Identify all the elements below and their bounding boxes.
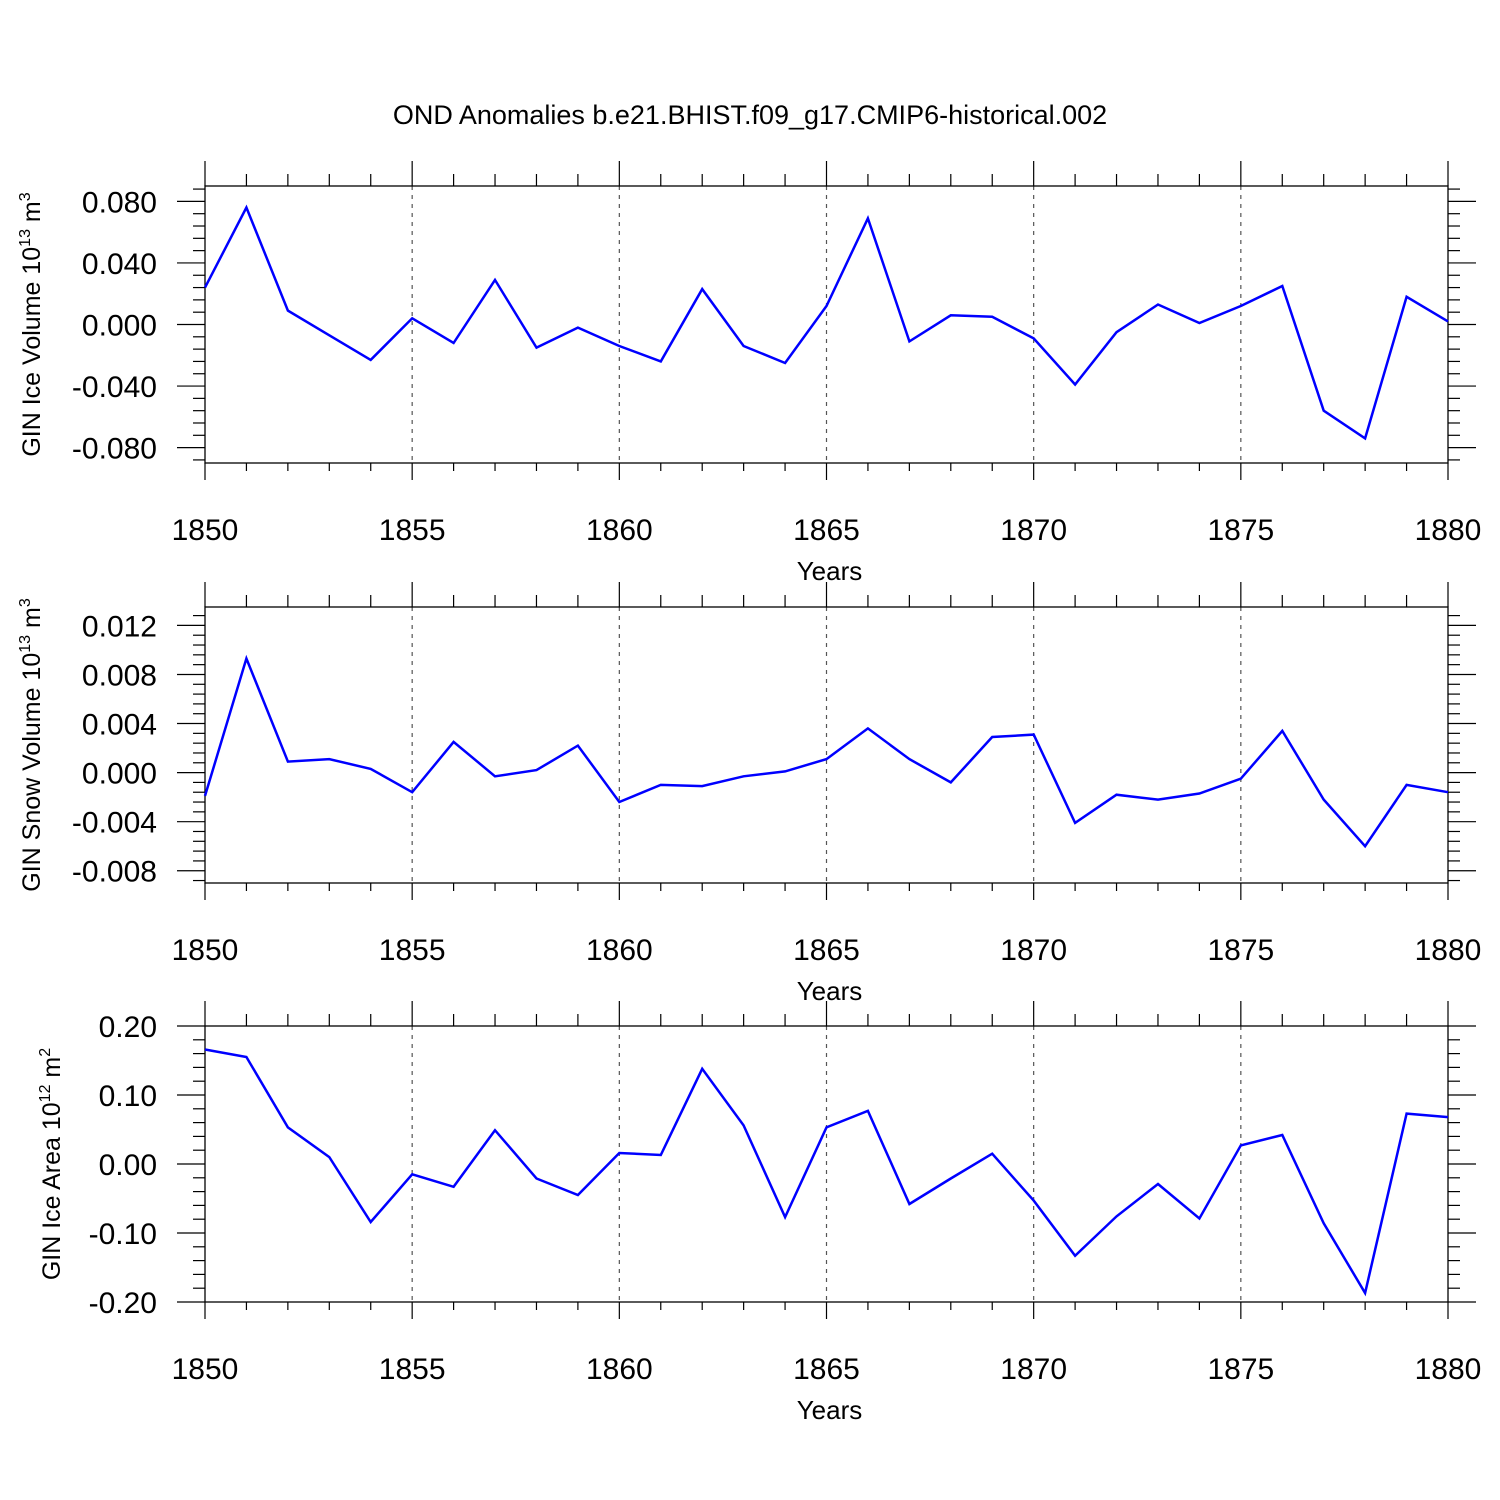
y-tick-label: 0.20 <box>99 1011 157 1044</box>
x-tick-label: 1875 <box>1207 514 1274 547</box>
y-tick-label: 0.00 <box>99 1149 157 1182</box>
y-tick-label: -0.008 <box>72 856 157 889</box>
chart-panels: 1850 1855 1860 1865 1870 1875 1880 Years -0.080 -… <box>17 161 1481 1425</box>
x-tick-label: 1865 <box>793 514 860 547</box>
x-tick-label: 1880 <box>1415 1353 1482 1386</box>
panel-2: 1850 1855 1860 1865 1870 1875 1880 Years -0.008 -… <box>17 582 1481 1006</box>
y-tick-label: -0.040 <box>72 371 157 404</box>
x-tick-label: 1860 <box>586 514 653 547</box>
y-tick-label: 0.000 <box>82 758 157 791</box>
y-tick-label: 0.004 <box>82 709 157 742</box>
x-tick-label: 1865 <box>793 1353 860 1386</box>
x-tick-label: 1860 <box>586 934 653 967</box>
x-tick-label: 1850 <box>172 934 239 967</box>
y-tick-label: -0.080 <box>72 433 157 466</box>
x-axis-label: Years <box>797 556 863 586</box>
panel-1: 1850 1855 1860 1865 1870 1875 1880 Years -0.080 -… <box>17 161 1481 586</box>
y-tick-label: -0.20 <box>89 1287 157 1320</box>
x-tick-label: 1855 <box>379 934 446 967</box>
y-tick-label: 0.10 <box>99 1080 157 1113</box>
y-tick-label: 0.000 <box>82 310 157 343</box>
y-tick-label: 0.080 <box>82 186 157 219</box>
x-tick-label: 1870 <box>1000 1353 1067 1386</box>
x-tick-label: 1850 <box>172 514 239 547</box>
x-tick-label: 1875 <box>1207 934 1274 967</box>
x-tick-label: 1855 <box>379 1353 446 1386</box>
y-tick-label: -0.10 <box>89 1218 157 1251</box>
y-tick-label: 0.008 <box>82 659 157 692</box>
y-tick-label: -0.004 <box>72 807 157 840</box>
x-tick-label: 1855 <box>379 514 446 547</box>
panel-3: 1850 1855 1860 1865 1870 1875 1880 Years -0.20 -0… <box>37 1001 1481 1425</box>
x-tick-label: 1850 <box>172 1353 239 1386</box>
x-tick-label: 1865 <box>793 934 860 967</box>
x-tick-label: 1880 <box>1415 934 1482 967</box>
x-tick-label: 1875 <box>1207 1353 1274 1386</box>
x-tick-label: 1860 <box>586 1353 653 1386</box>
y-tick-label: 0.012 <box>82 610 157 643</box>
x-tick-label: 1870 <box>1000 934 1067 967</box>
x-axis-label: Years <box>797 976 863 1006</box>
chart-title: OND Anomalies b.e21.BHIST.f09_g17.CMIP6-… <box>393 100 1107 130</box>
y-tick-label: 0.040 <box>82 248 157 281</box>
x-tick-label: 1880 <box>1415 514 1482 547</box>
series-line <box>203 204 1449 441</box>
x-tick-label: 1870 <box>1000 514 1067 547</box>
series-line <box>203 654 1449 849</box>
y-axis-label: GIN Ice Volume 1013 m3 <box>17 192 46 456</box>
y-axis-label: GIN Ice Area 1012 m2 <box>37 1048 66 1280</box>
x-axis-label: Years <box>797 1395 863 1425</box>
y-axis-label: GIN Snow Volume 1013 m3 <box>17 598 46 892</box>
series-line <box>204 1048 1449 1297</box>
